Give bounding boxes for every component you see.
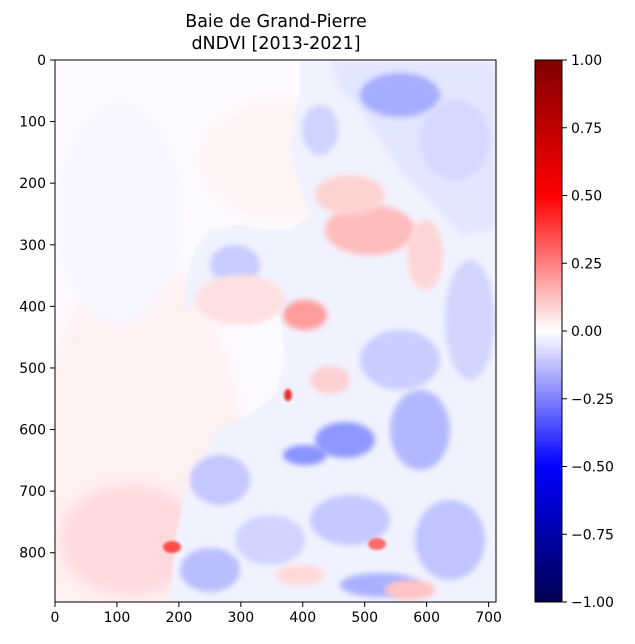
x-tick-label: 300 [227,610,254,626]
x-axis: 0 100 200 300 400 500 600 700 [51,602,502,626]
x-tick-label: 200 [166,610,193,626]
colorbar-axis: 1.00 0.75 0.50 0.25 0.00 −0.25 −0.50 −0.75 −1.00 [562,53,614,611]
plot-frame [54,59,497,603]
y-tick-label: 400 [19,299,46,315]
y-tick-label: 800 [19,546,46,562]
colorbar-tick-label: 0.25 [571,256,602,272]
y-tick-label: 100 [19,115,46,131]
y-tick-label: 600 [19,423,46,439]
colorbar-tick-label: −0.75 [571,527,614,543]
y-tick-label: 200 [19,176,46,192]
colorbar-tick-label: 0.50 [571,189,602,205]
x-tick-label: 700 [475,610,502,626]
colorbar-tick-label: 1.00 [571,53,602,69]
x-tick-label: 600 [413,610,440,626]
colorbar-tick-label: 0.75 [571,121,602,137]
y-tick-label: 500 [19,361,46,377]
x-tick-label: 0 [51,610,60,626]
y-tick-label: 0 [37,53,46,69]
y-axis: 0 100 200 300 400 500 600 700 800 [19,53,55,562]
colorbar-tick-label: −1.00 [571,595,614,611]
chart-title: Baie de Grand-Pierre [185,12,367,32]
y-tick-label: 700 [19,484,46,500]
chart-subtitle: dNDVI [2013-2021] [191,34,360,54]
x-tick-label: 500 [351,610,378,626]
heatmap-image [55,60,496,602]
x-tick-label: 100 [104,610,131,626]
colorbar-tick-label: −0.50 [571,460,614,476]
y-tick-label: 300 [19,238,46,254]
colorbar [534,59,563,603]
colorbar-tick-label: 0.00 [571,324,602,340]
x-tick-label: 400 [289,610,316,626]
colorbar-tick-label: −0.25 [571,392,614,408]
